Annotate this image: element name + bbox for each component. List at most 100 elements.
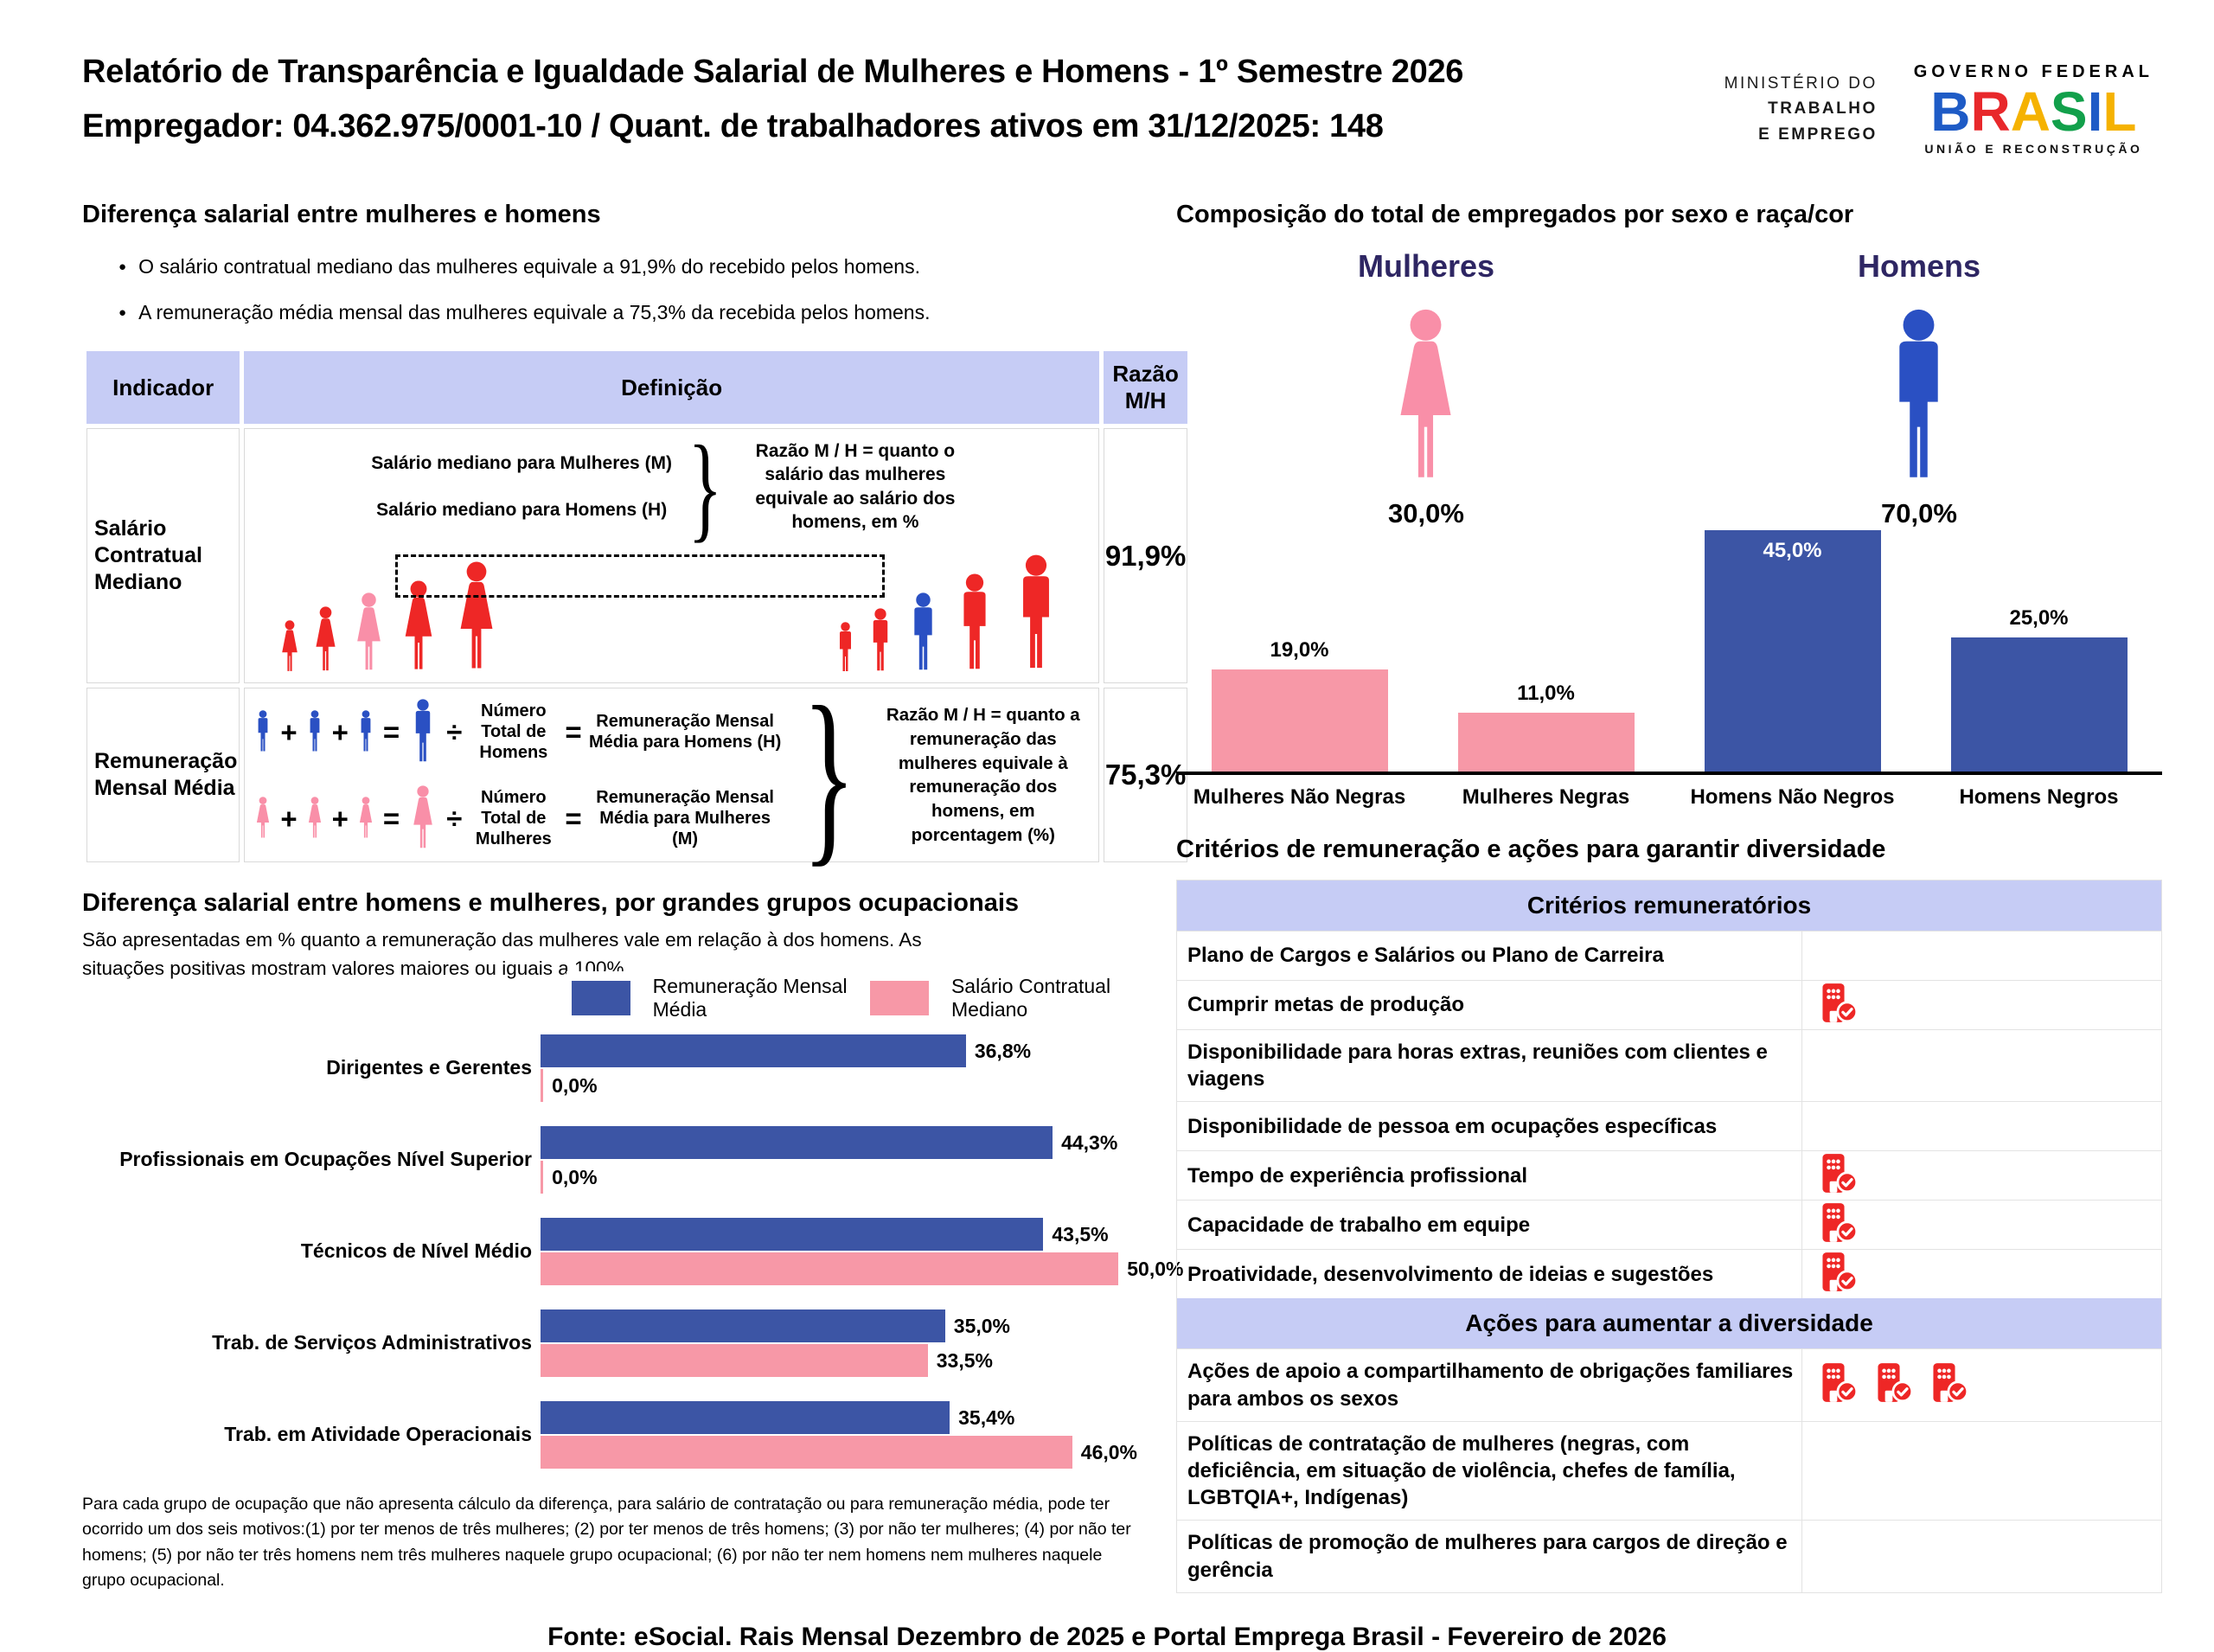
bar-value-label: 43,5%: [1052, 1222, 1109, 1245]
legend-swatch-blue: [572, 981, 630, 1016]
occupations-footnote: Para cada grupo de ocupação que não apre…: [82, 1495, 1131, 1590]
occupation-bar: [541, 1309, 945, 1343]
median-ratio-note: Razão M / H = quanto o salário das mulhe…: [755, 441, 956, 532]
criteria-section-header: Critérios remuneratórios: [1177, 880, 2161, 931]
criteria-section-header: Ações para aumentar a diversidade: [1177, 1298, 2161, 1349]
brasil-logo-letter: A: [2010, 80, 2051, 143]
salary-gap-title: Diferença salarial entre mulheres e home…: [82, 201, 601, 228]
man-icon: [1872, 309, 1965, 486]
criteria-row: Políticas de promoção de mulheres para c…: [1177, 1520, 2161, 1592]
company-check-icon: [1929, 1362, 1970, 1408]
woman-icon: [447, 561, 506, 674]
company-check-icon: [1818, 1202, 1859, 1248]
criteria-label: Plano de Cargos e Salários ou Plano de C…: [1177, 932, 1802, 980]
occupation-bar: [541, 1401, 950, 1435]
report-page: Relatório de Transparência e Igualdade S…: [0, 0, 2214, 1566]
bar-value-label: 50,0%: [1127, 1257, 1184, 1280]
report-footer: Fonte: eSocial. Rais Mensal Dezembro de …: [0, 1623, 2214, 1652]
brasil-logo-letter: B: [1930, 80, 1971, 143]
women-result-label: Remuneração Mensal Média para Mulheres (…: [596, 788, 774, 849]
bar-value-label: 45,0%: [1763, 539, 1822, 562]
criteria-table: Critérios remuneratórios Plano de Cargos …: [1176, 880, 2162, 1593]
women-label: Mulheres: [1357, 248, 1495, 284]
source-text: Fonte: eSocial. Rais Mensal Dezembro de …: [547, 1623, 1667, 1652]
criteria-marks: [1802, 1201, 1859, 1249]
bar-value-label: 44,3%: [1061, 1130, 1118, 1154]
criteria-row: Ações de apoio a compartilhamento de obr…: [1177, 1348, 2161, 1421]
criteria-label: Políticas de promoção de mulheres para c…: [1177, 1521, 1802, 1592]
report-title-line1: Relatório de Transparência e Igualdade S…: [82, 54, 1464, 90]
criteria-row: Plano de Cargos e Salários ou Plano de C…: [1177, 931, 2161, 980]
category-label: Mulheres Não Negras: [1193, 785, 1406, 809]
report-header: Relatório de Transparência e Igualdade S…: [0, 0, 2214, 163]
criteria-label: Políticas de contratação de mulheres (ne…: [1177, 1421, 1802, 1521]
occupation-bar-line: 46,0%: [541, 1435, 1142, 1470]
occupation-bar: [541, 1218, 1044, 1252]
occupation-bar-line: 35,4%: [541, 1400, 1142, 1435]
man-icon: [406, 699, 440, 765]
criteria-row: Tempo de experiência profissional: [1177, 1150, 2161, 1201]
composition-bars: 19,0% 11,0% 45,0% 25,0%: [1176, 519, 2162, 775]
occupation-row: Trab. de Serviços Administrativos 35,0% 33…: [82, 1309, 1142, 1378]
woman-icon: [308, 606, 343, 674]
indicator-name: Salário Contratual Mediano: [86, 428, 240, 684]
right-column: Composição do total de empregados por se…: [1176, 201, 2162, 1593]
criteria-marks: [1802, 1422, 1818, 1521]
equals-operator: =: [565, 802, 582, 835]
criteria-row: Cumprir metas de produção: [1177, 980, 2161, 1029]
men-divisor-label: Número Total de Homens: [479, 701, 548, 763]
equals-operator: =: [382, 715, 400, 748]
category-label: Homens Não Negros: [1690, 785, 1895, 809]
occupation-bar: [541, 1126, 1053, 1160]
ministry-logo: MINISTÉRIO DO TRABALHO E EMPREGO: [1724, 71, 1878, 147]
report-body: Diferença salarial entre mulheres e home…: [0, 201, 2214, 1593]
bar-value-label: 0,0%: [552, 1165, 598, 1188]
occupation-bar: [541, 1344, 928, 1378]
average-ratio-value: 75,3%: [1103, 688, 1188, 863]
bar-value-label: 0,0%: [552, 1073, 598, 1097]
occupation-label: Dirigentes e Gerentes: [326, 1056, 532, 1079]
left-column: Diferença salarial entre mulheres e home…: [82, 201, 1188, 1593]
criteria-label: Capacidade de trabalho em equipe: [1177, 1201, 1802, 1250]
composition-categories: Mulheres Não Negras Mulheres Negras Homens…: [1176, 775, 2162, 810]
composition-bar-chart: 19,0% 11,0% 45,0% 25,0% Mulheres Não Negras…: [1176, 519, 2162, 810]
median-definition-texts: Salário mediano para Mulheres (M) Salári…: [250, 427, 1092, 547]
man-icon: [304, 710, 326, 753]
woman-icon: [355, 797, 377, 840]
ministry-line2: TRABALHO: [1768, 99, 1878, 118]
occupation-bar: [541, 1034, 966, 1068]
occupation-bar-chart: Dirigentes e Gerentes 36,8% 0,0% Profission…: [82, 1034, 1183, 1470]
company-check-icon: [1818, 1362, 1859, 1408]
salary-gap-bullets: O salário contratual mediano das mulhere…: [118, 255, 1142, 324]
criteria-marks: [1802, 1349, 1970, 1420]
women-figures-group: [276, 561, 506, 674]
criteria-title: Critérios de remuneração e ações para ga…: [1176, 836, 1886, 863]
criteria-marks: [1802, 981, 1859, 1029]
ministry-line3: E EMPREGO: [1758, 125, 1878, 144]
governo-federal-logo: GOVERNO FEDERAL BRASIL UNIÃO E RECONSTRU…: [1914, 62, 2153, 156]
criteria-marks: [1802, 1521, 1818, 1591]
median-range-box: [395, 554, 886, 599]
table-row-average-remuneration: Remuneração Mensal Média + +: [86, 677, 1188, 873]
criteria-row: Disponibilidade para horas extras, reuni…: [1177, 1029, 2161, 1102]
man-icon: [252, 710, 274, 753]
occupations-title: Diferença salarial entre homens e mulher…: [82, 889, 1020, 918]
women-average-formula: + + = ÷ Número Total de Mulheres =: [252, 785, 782, 851]
occupation-bar-line: 35,0%: [541, 1309, 1142, 1343]
criteria-label: Ações de apoio a compartilhamento de obr…: [1177, 1349, 1802, 1421]
man-icon: [832, 622, 859, 674]
men-average-formula: + + = ÷ Número Total de Homens =: [252, 699, 782, 765]
chart-legend: Remuneração Mensal Média Salário Contrat…: [566, 971, 1142, 1026]
plus-operator: +: [280, 802, 298, 835]
man-icon: [949, 573, 1001, 674]
woman-icon: [304, 797, 326, 840]
occupation-bar: [541, 1252, 1119, 1286]
composition-bar: [1211, 669, 1388, 772]
category-label: Mulheres Negras: [1462, 785, 1630, 809]
median-ratio-value: 91,9%: [1103, 428, 1188, 684]
woman-icon: [394, 580, 443, 674]
bar-value-label: 25,0%: [2009, 606, 2069, 630]
man-icon: [1005, 554, 1067, 674]
composition-bar-slot: 25,0%: [1916, 606, 2162, 772]
equals-operator: =: [565, 715, 582, 748]
